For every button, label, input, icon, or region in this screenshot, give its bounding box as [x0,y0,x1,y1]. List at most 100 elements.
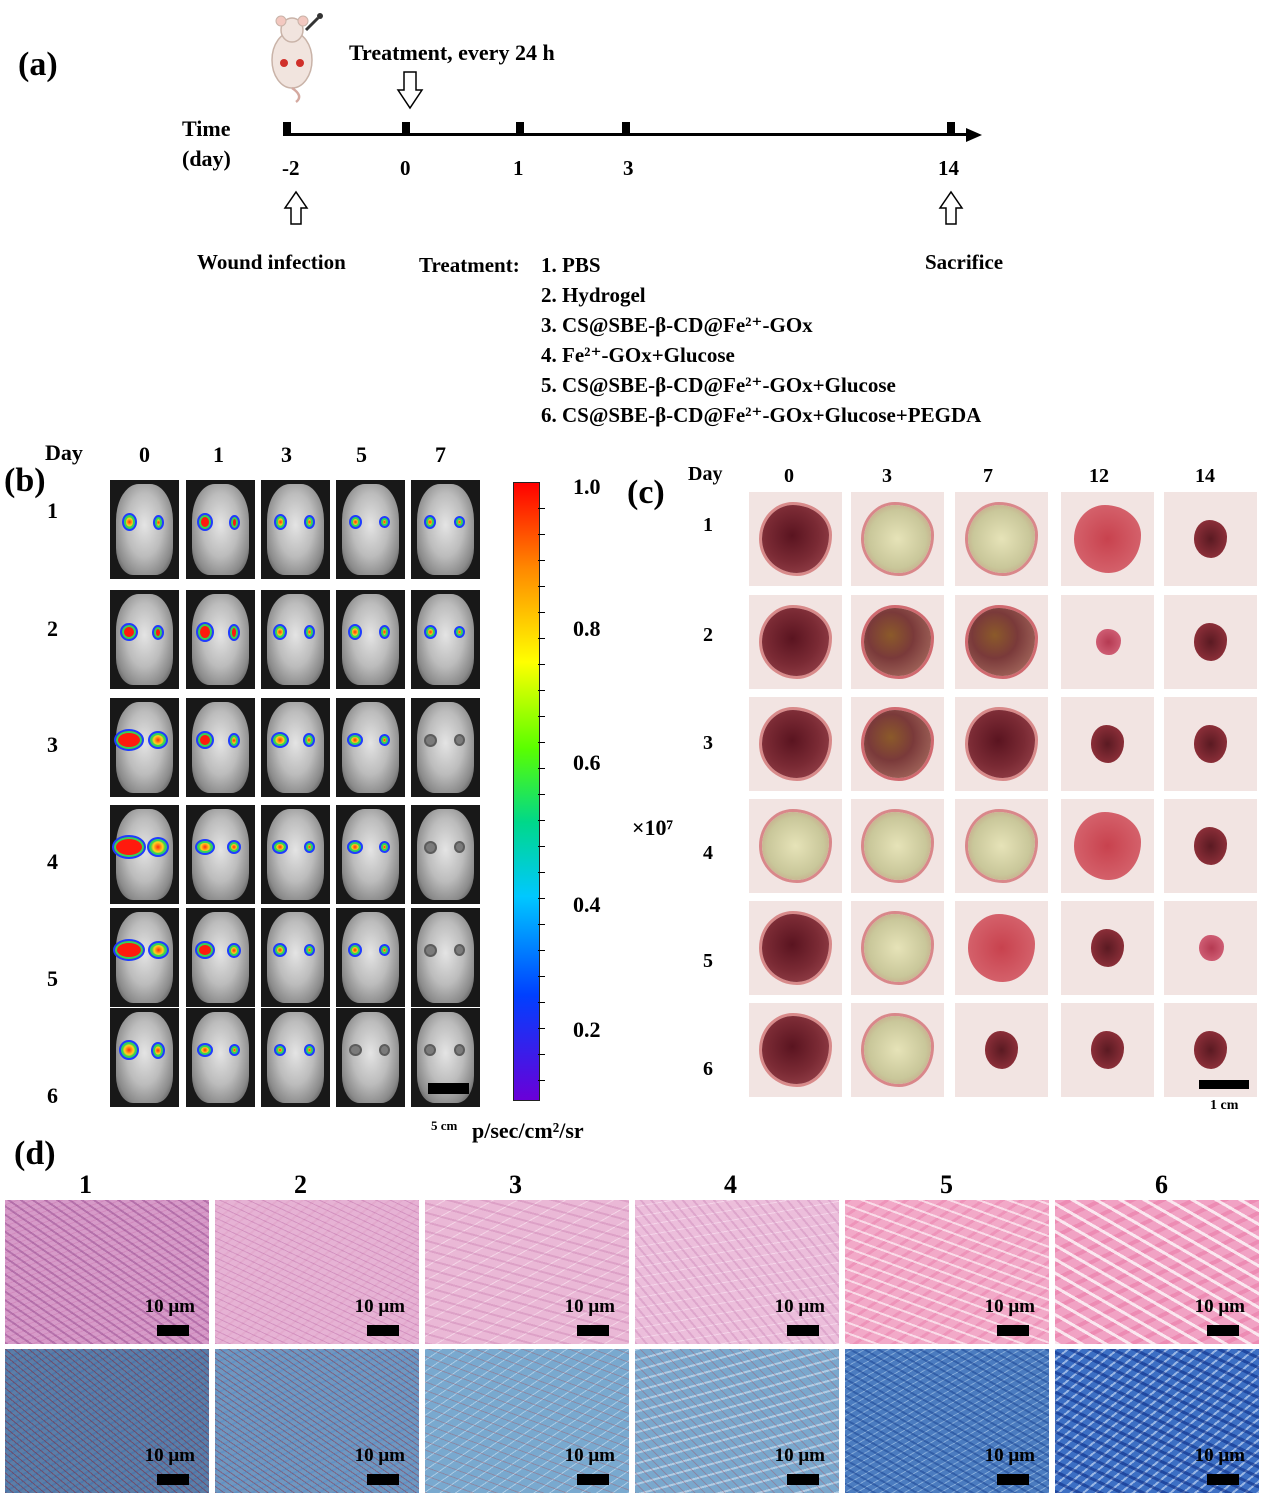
wound-area [1193,623,1228,661]
signal-spot [271,732,289,748]
colorbar-tick [538,976,545,977]
group-row-label-c: 3 [703,732,713,754]
day-col-label-c: 3 [882,465,892,487]
wound-photo [1164,697,1257,791]
bioluminescence-image [186,590,255,689]
wound-photo [851,1003,944,1097]
wound-photo [1164,799,1257,893]
histo-group-label: 5 [940,1170,953,1199]
wound-photo [1061,697,1154,791]
bioluminescence-image [110,590,179,689]
day-col-label-c: 12 [1089,465,1109,487]
signal-spot [378,734,390,746]
bioluminescence-image [336,480,405,579]
timeline-arrowhead-icon [966,128,982,142]
signal-spot [273,514,287,530]
colorbar-tick [538,898,545,899]
colorbar-tick [538,950,545,951]
bioluminescence-image [261,805,330,904]
day-col-label-c: 14 [1195,465,1215,487]
wound-photo [1164,901,1257,995]
day-col-label-b: 5 [356,442,367,467]
colorbar-tick [538,586,545,587]
signal-spot [348,624,362,640]
scale-bar-label-b: 5 cm [431,1118,458,1133]
group-row-label-b: 1 [47,498,58,523]
signal-spot [424,515,436,529]
bioluminescence-image [186,1008,255,1107]
day-col-label-b: 0 [139,442,150,467]
wound-area [1193,520,1228,558]
histo-scale-label: 10 μm [1194,1296,1245,1317]
signal-spot [423,733,437,747]
wound-photo [955,901,1048,995]
wound-area [1090,1031,1125,1069]
histo-scale-bar [1207,1325,1239,1336]
day-col-label-b: 7 [435,442,446,467]
colorbar-tick [538,846,545,847]
histo-scale-label: 10 μm [144,1445,195,1466]
bioluminescence-image [186,805,255,904]
panel-label-b: (b) [4,462,46,499]
scale-bar-b [428,1083,469,1094]
colorbar-tick-label: 0.4 [573,892,601,917]
he-stain-image: 10 μm [215,1200,419,1344]
bioluminescence-image [110,805,179,904]
colorbar-tick [538,1028,545,1029]
signal-spot [424,1044,436,1056]
colorbar-tick [538,794,545,795]
wound-photo [851,492,944,586]
he-stain-image: 10 μm [845,1200,1049,1344]
he-stain-image: 10 μm [425,1200,629,1344]
mouse-silhouette [417,594,474,685]
colorbar-tick [538,768,545,769]
group-row-label-c: 2 [703,624,713,646]
mouse-silhouette [342,484,399,575]
timeline-tick [516,122,524,136]
colorbar-tick [538,924,545,925]
treatment-arrow-down-icon [396,71,424,110]
panel-label-c: (c) [627,474,665,511]
signal-spot [227,840,241,854]
group-row-label-b: 6 [47,1083,58,1108]
colorbar-tick-label: 0.8 [573,616,601,641]
histo-scale-label: 10 μm [984,1445,1035,1466]
signal-spot [348,515,362,529]
signal-spot [378,841,390,853]
signal-spot [303,515,315,529]
colorbar-tick-label: 1.0 [573,474,601,499]
bioluminescence-image [110,698,179,797]
treatment-item: 1. PBS [541,253,601,277]
signal-spot [147,941,169,959]
signal-spot [273,624,287,640]
bioluminescence-image [261,1008,330,1107]
signal-spot [378,516,390,528]
colorbar-tick [538,534,545,535]
histo-scale-bar [157,1474,189,1485]
colorbar-tick [538,872,545,873]
signal-spot [453,626,465,638]
bioluminescence-image [336,698,405,797]
wound-photo [749,1003,842,1097]
colorbar-tick [538,690,545,691]
signal-spot [347,840,363,854]
bioluminescence-image [110,1008,179,1107]
signal-spot [120,623,138,641]
histo-scale-label: 10 μm [774,1445,825,1466]
signal-spot [152,514,164,530]
group-row-label-c: 6 [703,1058,713,1080]
colorbar-tick [538,1080,545,1081]
masson-stain-image: 10 μm [215,1349,419,1493]
histo-scale-bar [157,1325,189,1336]
infection-arrow-up-icon [283,190,309,225]
wound-photo [1061,901,1154,995]
mouse-silhouette [342,809,399,900]
signal-spot [195,941,215,959]
signal-spot [378,944,390,956]
histo-scale-label: 10 μm [354,1296,405,1317]
signal-spot [453,1044,465,1056]
group-row-label-c: 5 [703,950,713,972]
histo-group-label: 4 [724,1170,737,1199]
wound-photo [851,697,944,791]
day-header-c: Day [688,463,723,485]
